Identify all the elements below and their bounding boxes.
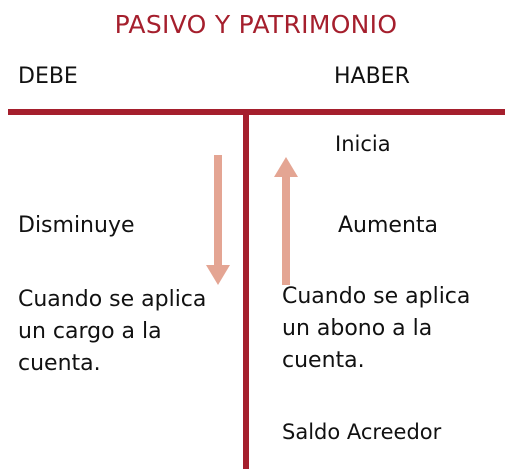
inicia-label: Inicia: [335, 132, 391, 156]
arrow-down-icon: [206, 155, 230, 285]
diagram-title: PASIVO Y PATRIMONIO: [114, 10, 398, 39]
haber-description: Cuando se aplica un abono a la cuenta.: [282, 284, 471, 373]
debe-description: Cuando se aplica un cargo a la cuenta.: [18, 287, 207, 376]
arrow-up-icon: [274, 157, 298, 285]
debe-header: DEBE: [18, 64, 78, 89]
haber-header: HABER: [334, 64, 410, 89]
t-account-horizontal-line: [8, 109, 505, 115]
t-account-vertical-line: [243, 109, 249, 469]
haber-effect-label: Aumenta: [338, 213, 439, 238]
debe-effect-label: Disminuye: [18, 213, 135, 238]
balance-label: Saldo Acreedor: [282, 420, 442, 444]
